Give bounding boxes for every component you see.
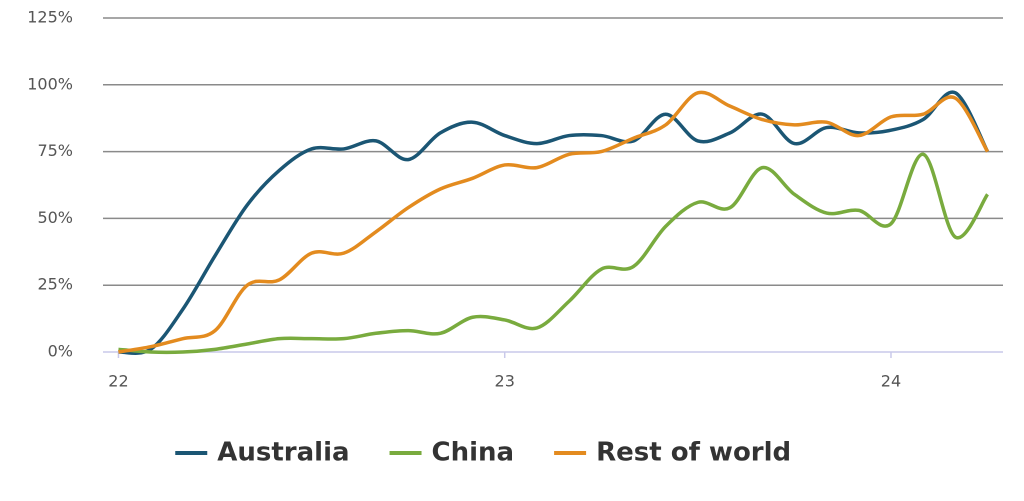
y-tick-label: 0% [48,342,73,361]
legend-label: China [432,438,515,468]
series-line [118,90,990,354]
y-tick-label: 100% [27,74,73,93]
series-line [118,90,990,355]
y-tick-label: 125% [27,8,73,27]
x-tick-label: 22 [108,372,128,391]
legend-label: Australia [217,438,349,468]
y-tick-label: 25% [37,275,73,294]
series-line [118,152,990,355]
x-tick-label: 23 [495,372,515,391]
y-tick-label: 75% [37,141,73,160]
legend-label: Rest of world [596,438,791,468]
x-tick-label: 24 [881,372,901,391]
y-tick-label: 50% [37,208,73,227]
